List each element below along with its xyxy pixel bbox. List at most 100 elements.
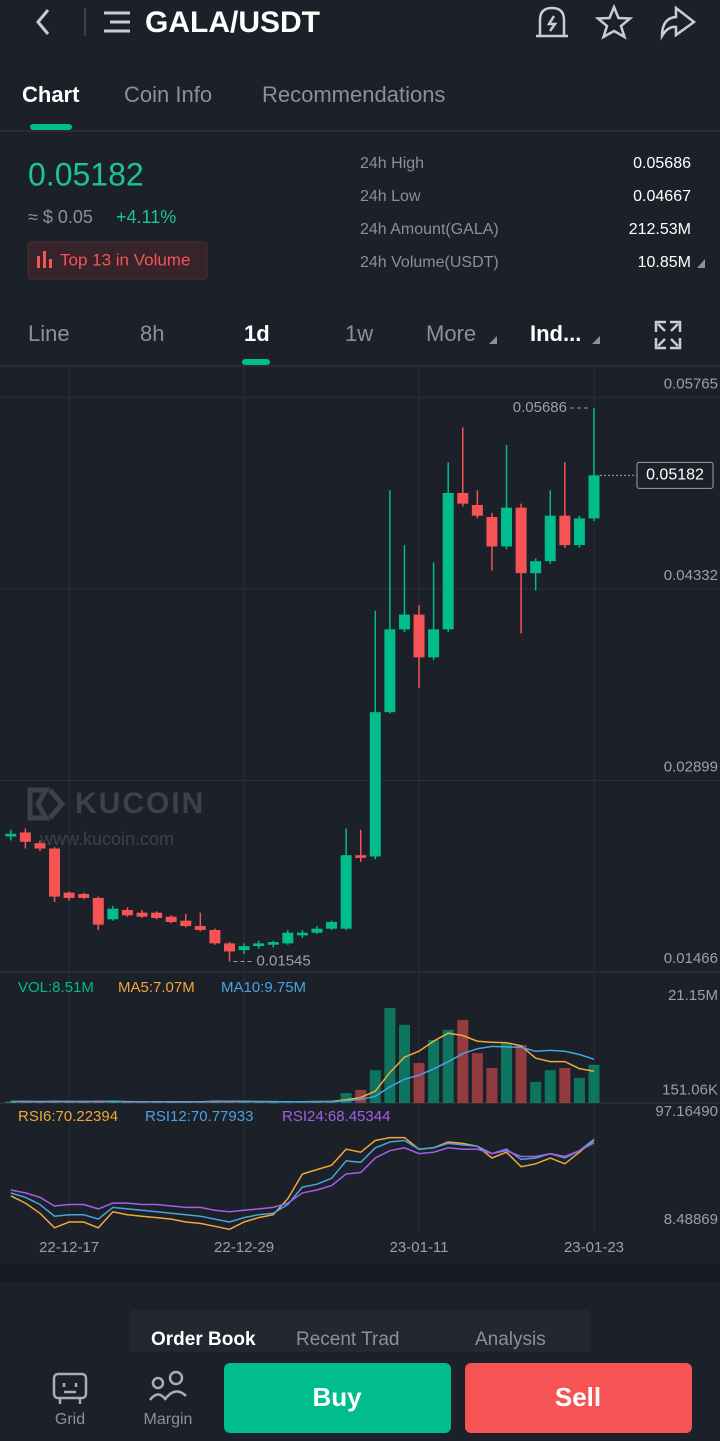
stat-label: 24h Amount(GALA) (360, 221, 499, 238)
candle-body (180, 920, 192, 927)
candle-body (486, 517, 498, 547)
candle-body (296, 932, 308, 936)
tab[interactable]: Chart (22, 82, 80, 107)
interval[interactable]: 1d (244, 321, 270, 346)
y-tick-label: 21.15M (668, 987, 718, 1004)
candle-body (384, 629, 396, 713)
candle-body (78, 893, 90, 898)
nav-label[interactable]: Margin (144, 1411, 193, 1428)
badge-text: Top 13 in Volume (60, 250, 190, 269)
rsi-line (10, 1136, 595, 1231)
candle-body (136, 912, 148, 917)
y-tick-label: 0.01466 (664, 950, 718, 967)
candle-body (369, 712, 381, 857)
stat-label: 24h Volume(USDT) (360, 254, 499, 271)
interval[interactable]: More (426, 321, 476, 346)
stat-value: 212.53M (629, 221, 691, 238)
candle-body (326, 922, 338, 929)
x-tick-label: 22-12-29 (214, 1239, 274, 1256)
stat-value: 10.85M (638, 254, 691, 271)
fullscreen-button[interactable] (654, 320, 682, 350)
tab[interactable]: Coin Info (124, 82, 212, 107)
tab[interactable]: Recommendations (262, 82, 445, 107)
interval-indicator (242, 359, 270, 365)
volume-bar (107, 1101, 119, 1103)
share-button[interactable] (660, 5, 697, 41)
candle-body (340, 855, 352, 929)
menu-button[interactable] (104, 11, 130, 33)
candle-body (398, 614, 410, 630)
interval[interactable]: 8h (140, 321, 164, 346)
candle-body (49, 848, 61, 897)
volume-bar (588, 1064, 600, 1103)
volume-bar (515, 1045, 527, 1103)
y-tick-label: 151.06K (662, 1081, 718, 1098)
legend-entry: MA10:9.75M (221, 979, 306, 996)
candle-body (165, 916, 177, 923)
back-button[interactable] (36, 9, 50, 35)
volume-bar (238, 1101, 250, 1103)
panel-tab[interactable]: Order Book (151, 1329, 256, 1350)
volume-bar (530, 1081, 542, 1103)
volume-bar (63, 1101, 75, 1103)
price-tag-label: 0.05182 (646, 467, 704, 484)
last-price: 0.05182 (28, 156, 144, 192)
volume-bar (384, 1008, 396, 1103)
dropdown-icon (592, 336, 600, 344)
candle-body (107, 908, 119, 920)
x-tick-label: 23-01-23 (564, 1239, 624, 1256)
candle-body (442, 492, 454, 630)
candle-body (544, 515, 556, 562)
high-label: 0.05686 (513, 399, 567, 416)
y-tick-label: 8.48869 (664, 1211, 718, 1228)
rsi-line (10, 1142, 595, 1213)
volume-bar (121, 1102, 133, 1104)
favorite-button[interactable] (594, 3, 634, 40)
candle-body (19, 832, 31, 842)
candle-body (530, 561, 542, 574)
grid-icon[interactable] (52, 1372, 88, 1404)
badge-icon (37, 251, 52, 268)
nav-label[interactable]: Grid (55, 1411, 85, 1428)
watermark-url: www.kucoin.com (39, 829, 174, 849)
y-tick-label: 97.16490 (655, 1103, 718, 1120)
margin-icon[interactable] (148, 1370, 187, 1401)
volume-bar (398, 1024, 410, 1103)
volume-bar (5, 1101, 17, 1103)
volume-bar (559, 1067, 571, 1103)
indicators[interactable]: Ind... (530, 321, 581, 346)
tab-indicator (30, 124, 72, 130)
pair-title: GALA/USDT (145, 6, 320, 39)
panel-tab[interactable]: Analysis (475, 1329, 546, 1350)
volume-bar (544, 1070, 556, 1103)
legend-entry: RSI6:70.22394 (18, 1108, 118, 1125)
toggle-icon[interactable] (697, 259, 705, 268)
candle-body (588, 475, 600, 519)
volume-badge[interactable] (27, 241, 208, 280)
panel-tab[interactable]: Recent Trad (296, 1329, 400, 1350)
volume-legend: VOL:8.51M (18, 979, 94, 996)
candle-body (515, 507, 527, 574)
sell-label[interactable]: Sell (555, 1382, 601, 1412)
interval[interactable]: Line (28, 321, 70, 346)
volume-bar (501, 1042, 513, 1103)
buy-button[interactable] (224, 1363, 451, 1433)
buy-label[interactable]: Buy (312, 1382, 362, 1412)
interval[interactable]: 1w (345, 321, 373, 346)
candle-body (573, 518, 585, 546)
ma-line (10, 1045, 595, 1103)
volume-bar (428, 1040, 440, 1103)
y-tick-label: 0.02899 (664, 758, 718, 775)
legend-entry: MA5:7.07M (118, 979, 195, 996)
y-tick-label: 0.04332 (664, 567, 718, 584)
stat-value: 0.04667 (633, 188, 691, 205)
candle-body (355, 855, 367, 858)
volume-bar (340, 1093, 352, 1103)
candle-body (92, 897, 104, 925)
candle-body (413, 614, 425, 658)
candle-body (63, 892, 75, 898)
sell-button[interactable] (465, 1363, 692, 1433)
alert-button[interactable] (536, 6, 568, 38)
volume-bar (486, 1067, 498, 1103)
